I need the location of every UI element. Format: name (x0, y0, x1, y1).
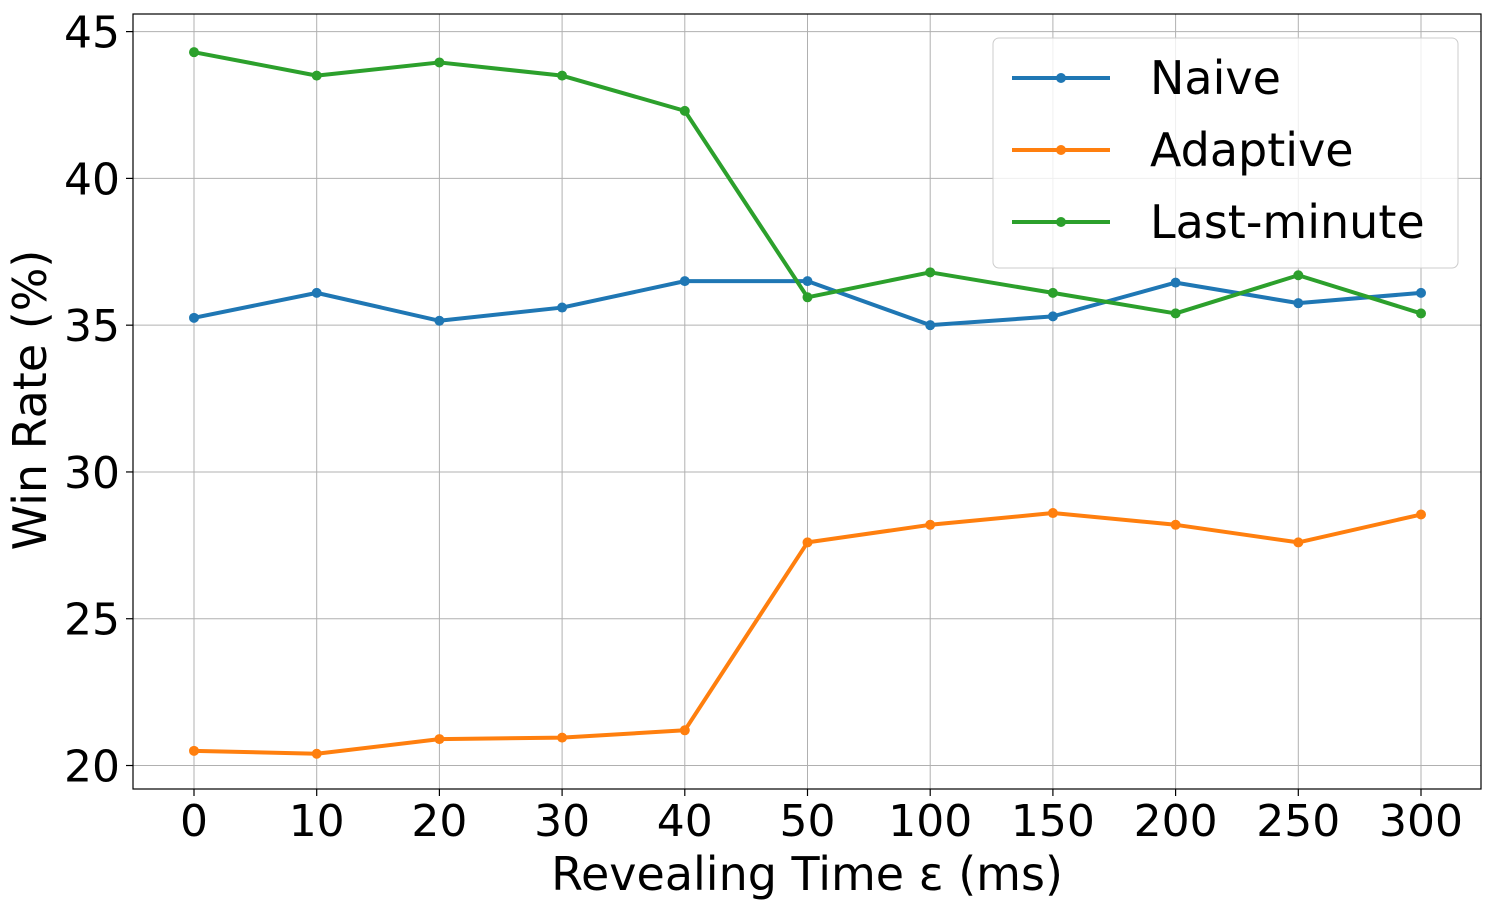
x-axis-label: Revealing Time ε (ms) (551, 847, 1063, 900)
data-point (1293, 537, 1304, 548)
data-point (1416, 287, 1426, 298)
data-point (679, 105, 690, 116)
x-tick-label: 30 (534, 796, 590, 847)
data-point (189, 745, 199, 756)
series-layer (189, 47, 1426, 759)
legend: Naive Adaptive Last-minute (992, 37, 1459, 269)
data-point (679, 725, 690, 736)
data-point (679, 276, 690, 287)
y-tick-label: 35 (64, 301, 120, 352)
data-point (925, 519, 936, 530)
data-point (434, 315, 445, 326)
data-point (557, 732, 568, 743)
legend-marker (1056, 217, 1066, 227)
x-tick-label: 100 (888, 796, 972, 847)
x-tick-label: 40 (657, 796, 713, 847)
data-point (557, 70, 568, 81)
data-point (1170, 277, 1181, 288)
series-adaptive (189, 508, 1426, 759)
legend-label: Last-minute (1150, 195, 1425, 249)
y-tick-label: 30 (64, 448, 120, 499)
data-point (311, 287, 322, 298)
y-tick-label: 45 (64, 8, 120, 59)
x-tick-label: 20 (411, 796, 467, 847)
data-point (311, 70, 322, 81)
legend-label: Naive (1150, 51, 1281, 105)
data-point (1047, 287, 1058, 298)
y-axis-ticks: 20 25 30 35 40 45 (64, 8, 133, 793)
legend-label: Adaptive (1150, 123, 1354, 177)
x-tick-label: 150 (1011, 796, 1095, 847)
data-point (1416, 308, 1426, 319)
data-point (434, 57, 445, 68)
series-naive (189, 276, 1426, 331)
data-point (1293, 298, 1304, 309)
legend-item: Last-minute (1012, 195, 1425, 249)
x-axis-ticks: 0 10 20 30 40 50 100 150 200 250 300 (180, 789, 1463, 847)
x-tick-label: 10 (289, 796, 345, 847)
data-point (1293, 270, 1304, 281)
y-tick-label: 25 (64, 595, 120, 646)
data-point (925, 320, 936, 331)
data-point (311, 748, 322, 759)
y-axis-label: Win Rate (%) (3, 250, 57, 551)
y-tick-label: 40 (64, 154, 120, 205)
data-point (1170, 308, 1181, 319)
y-tick-label: 20 (64, 742, 120, 793)
x-tick-label: 50 (780, 796, 836, 847)
x-tick-label: 250 (1256, 796, 1340, 847)
data-point (1170, 519, 1181, 530)
data-point (925, 267, 936, 278)
legend-box (992, 37, 1459, 269)
data-point (802, 537, 813, 548)
legend-item: Adaptive (1012, 123, 1354, 177)
data-point (189, 47, 199, 58)
data-point (557, 302, 568, 313)
data-point (802, 276, 813, 287)
legend-marker (1056, 145, 1066, 155)
legend-item: Naive (1012, 51, 1281, 105)
series-last-minute (189, 47, 1426, 319)
x-tick-label: 300 (1379, 796, 1463, 847)
data-point (1047, 311, 1058, 322)
data-point (434, 734, 445, 745)
data-point (1047, 508, 1058, 519)
data-point (802, 292, 813, 303)
data-point (1416, 509, 1426, 520)
x-tick-label: 0 (180, 796, 208, 847)
data-point (189, 312, 199, 323)
legend-marker (1056, 73, 1066, 83)
x-tick-label: 200 (1134, 796, 1218, 847)
